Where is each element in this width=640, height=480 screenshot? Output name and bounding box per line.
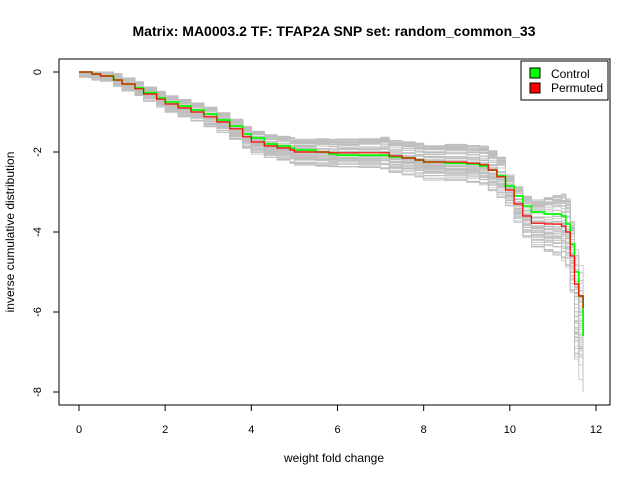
chart-title: Matrix: MA0003.2 TF: TFAP2A SNP set: ran… xyxy=(133,23,536,39)
y-axis: 0 -2 -4 -6 -8 xyxy=(32,69,60,397)
permutation-line xyxy=(79,71,584,350)
permutation-line xyxy=(79,75,584,366)
y-tick-label: -6 xyxy=(32,307,44,317)
permutation-line xyxy=(79,71,584,310)
permutation-line xyxy=(79,71,584,350)
permutation-line xyxy=(79,74,584,352)
series-line-permuted xyxy=(79,71,584,308)
y-tick-label: -4 xyxy=(32,227,44,237)
permutation-line xyxy=(79,75,584,380)
permutation-line xyxy=(79,73,584,342)
permutation-line xyxy=(79,71,584,332)
series-lines xyxy=(79,71,584,336)
permutation-line xyxy=(79,71,584,337)
permutation-line xyxy=(79,73,584,348)
permutation-line xyxy=(79,72,584,349)
y-tick-label: -2 xyxy=(32,147,44,157)
permutation-line xyxy=(79,72,584,348)
x-tick-label: 0 xyxy=(76,424,82,436)
x-tick-label: 6 xyxy=(334,424,340,436)
legend-label-control: Control xyxy=(551,67,590,81)
permutation-line xyxy=(79,74,584,359)
x-tick-label: 2 xyxy=(162,424,168,436)
permutation-line xyxy=(79,76,584,390)
permutation-line xyxy=(79,75,584,384)
x-tick-label: 8 xyxy=(421,424,427,436)
legend: Control Permuted xyxy=(520,60,609,101)
permutation-line xyxy=(79,72,584,352)
series-line-control xyxy=(79,71,584,336)
legend-swatch-permuted xyxy=(529,82,541,94)
x-axis-label: weight fold change xyxy=(283,451,384,465)
permutation-line xyxy=(79,73,584,340)
y-tick-label: -8 xyxy=(32,387,44,397)
permutation-lines xyxy=(79,71,584,392)
permutation-line xyxy=(79,75,584,371)
x-tick-label: 4 xyxy=(248,424,254,436)
y-tick-label: 0 xyxy=(32,69,44,75)
y-axis-label: inverse cumulative distribution xyxy=(3,152,17,313)
permutation-line xyxy=(79,71,584,346)
permutation-line xyxy=(79,76,584,392)
permutation-line xyxy=(79,71,584,344)
legend-swatch-control xyxy=(529,67,541,79)
x-axis: 0 2 4 6 8 10 12 xyxy=(76,404,602,436)
permutation-line xyxy=(79,73,584,361)
permutation-line xyxy=(79,73,584,344)
legend-label-permuted: Permuted xyxy=(551,81,603,95)
permutation-line xyxy=(79,73,584,368)
permutation-line xyxy=(79,74,584,355)
permutation-line xyxy=(79,72,584,344)
permutation-line xyxy=(79,75,584,359)
x-tick-label: 12 xyxy=(590,424,602,436)
permutation-line xyxy=(79,73,584,346)
x-tick-label: 10 xyxy=(504,424,516,436)
